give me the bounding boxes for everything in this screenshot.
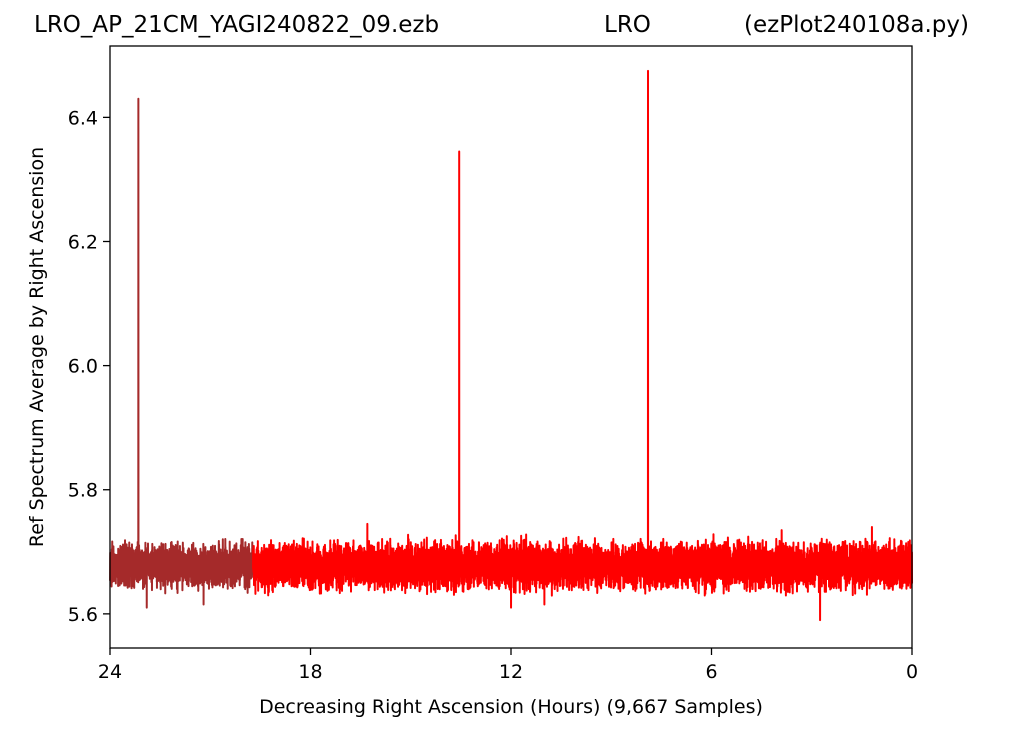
y-tick-label: 5.6 <box>68 604 98 626</box>
chart-title-script: (ezPlot240108a.py) <box>744 12 969 38</box>
plot-area <box>109 69 913 622</box>
x-tick-label: 12 <box>499 661 523 683</box>
x-axis-label: Decreasing Right Ascension (Hours) (9,66… <box>259 696 763 718</box>
series-line-1 <box>109 97 255 609</box>
y-axis-label: Ref Spectrum Average by Right Ascension <box>26 147 48 547</box>
x-tick-label: 0 <box>906 661 918 683</box>
y-tick-label: 5.8 <box>68 480 98 502</box>
y-tick-label: 6.4 <box>68 107 98 129</box>
chart-title-site: LRO <box>604 12 651 38</box>
axis-ticks: 24 18 12 6 0 5.6 5.8 6.0 6.2 6.4 <box>68 107 918 683</box>
series-line-2 <box>252 69 913 622</box>
x-tick-label: 18 <box>298 661 322 683</box>
x-tick-label: 6 <box>705 661 717 683</box>
chart-title-filename: LRO_AP_21CM_YAGI240822_09.ezb <box>34 12 440 38</box>
y-tick-label: 6.2 <box>68 231 98 253</box>
x-tick-label: 24 <box>98 661 122 683</box>
y-tick-label: 6.0 <box>68 356 98 378</box>
